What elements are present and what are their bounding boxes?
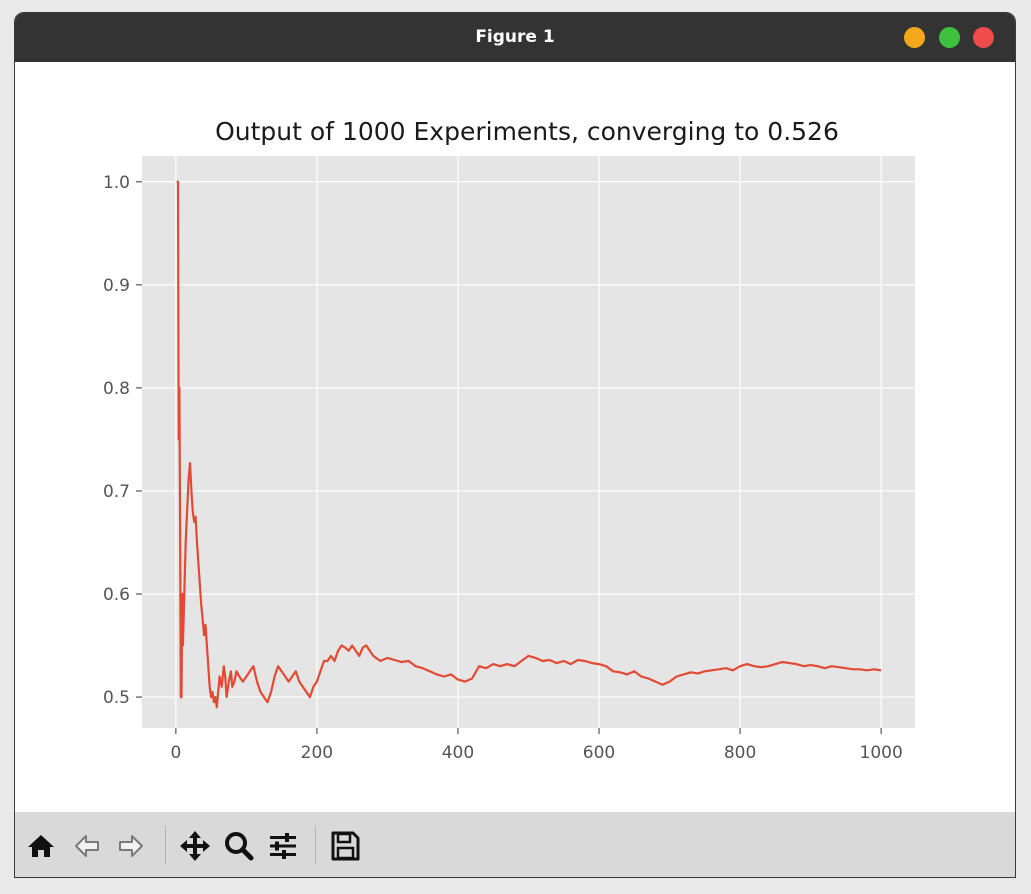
toolbar-separator: [165, 826, 166, 864]
zoom-icon: [225, 832, 254, 861]
navigation-toolbar: [15, 812, 1015, 877]
title-bar[interactable]: Figure 1: [15, 13, 1015, 62]
maximize-button[interactable]: [939, 27, 960, 48]
x-tick-label: 0: [170, 743, 181, 763]
forward-button[interactable]: [113, 828, 149, 864]
figure-canvas[interactable]: 0 200 400 600 800 1000 0.5 0.6 0.7 0.8 0.9 1.0 Outp…: [15, 62, 1015, 812]
pan-button[interactable]: [177, 828, 213, 864]
home-button[interactable]: [23, 828, 59, 864]
y-tick-label: 0.6: [103, 585, 130, 605]
save-button[interactable]: [327, 828, 363, 864]
minimize-button[interactable]: [904, 27, 925, 48]
forward-arrow-icon: [119, 835, 143, 857]
zoom-button[interactable]: [221, 828, 257, 864]
y-tick-label: 0.7: [103, 482, 130, 502]
grid-lines: [142, 156, 915, 728]
axis-ticks: 0 200 400 600 800 1000 0.5 0.6 0.7 0.8 0.9 1.0: [103, 173, 903, 763]
x-tick-label: 1000: [860, 743, 903, 763]
line-chart: 0 200 400 600 800 1000 0.5 0.6 0.7 0.8 0.9 1.0 Outp…: [103, 117, 915, 763]
y-tick-label: 0.8: [103, 379, 130, 399]
save-icon: [331, 831, 360, 861]
y-tick-label: 0.5: [103, 688, 130, 708]
x-tick-label: 400: [442, 743, 474, 763]
close-button[interactable]: [973, 27, 994, 48]
x-tick-label: 600: [583, 743, 615, 763]
pan-icon: [180, 831, 210, 861]
home-icon: [28, 835, 54, 857]
plot-area: [142, 156, 915, 728]
x-tick-label: 800: [724, 743, 756, 763]
configure-subplots-icon: [270, 833, 296, 859]
toolbar-separator: [315, 826, 316, 864]
figure-window: Figure 1 0 200 400 600 800 1000 0.5 0.6 0.7 0.8 0.…: [14, 12, 1016, 878]
back-button[interactable]: [69, 828, 105, 864]
back-arrow-icon: [75, 835, 99, 857]
series-line: [176, 180, 882, 709]
y-tick-label: 0.9: [103, 276, 130, 296]
window-title: Figure 1: [475, 27, 555, 47]
chart-title: Output of 1000 Experiments, converging t…: [215, 117, 839, 146]
configure-subplots-button[interactable]: [265, 828, 301, 864]
x-tick-label: 200: [301, 743, 333, 763]
y-tick-label: 1.0: [103, 173, 130, 193]
